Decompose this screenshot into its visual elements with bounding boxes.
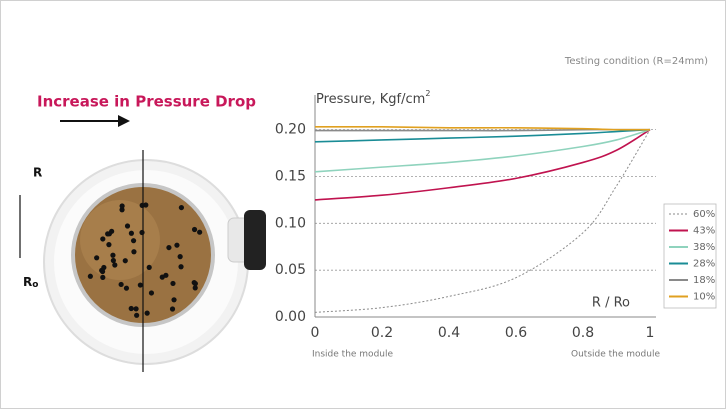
y-tick-label: 0.00 <box>275 309 306 325</box>
pore <box>131 249 137 255</box>
outer-radius-sub: o <box>32 280 38 290</box>
radius-label: R <box>33 166 42 180</box>
y-tick-label: 0.15 <box>275 168 306 184</box>
pore <box>105 231 111 237</box>
pore <box>123 285 130 291</box>
pore <box>148 290 155 296</box>
y-label-sup: 2 <box>425 89 430 98</box>
pore <box>100 274 106 280</box>
x-note-right: Outside the module <box>571 350 660 360</box>
series-line <box>314 128 651 143</box>
series-line <box>314 125 651 131</box>
x-tick-label: 0.4 <box>438 325 460 341</box>
pore <box>134 312 140 318</box>
pore <box>106 242 112 248</box>
pore <box>137 282 143 288</box>
arrow <box>60 115 130 127</box>
legend-label: 43% <box>693 226 715 237</box>
x-tick-label: 0.2 <box>371 325 393 341</box>
x-tick-label: 0.8 <box>572 325 594 341</box>
subtitle: Testing condition (R=24mm) <box>564 56 708 67</box>
pore <box>178 264 184 270</box>
pore <box>128 305 134 312</box>
pore <box>118 281 124 288</box>
pore <box>130 238 137 244</box>
x-note-left: Inside the module <box>312 350 393 360</box>
pore <box>133 306 139 312</box>
pore <box>139 202 145 208</box>
legend-label: 60% <box>693 209 715 220</box>
chart-title: Increase in Pressure Drop <box>37 93 256 111</box>
x-tick-label: 0 <box>311 325 320 341</box>
legend-label: 38% <box>693 242 715 253</box>
x-tick-label: 1 <box>646 325 655 341</box>
pore <box>174 242 180 248</box>
pore <box>124 223 131 229</box>
pore <box>191 226 198 233</box>
pore <box>197 229 203 235</box>
legend-box <box>663 203 717 309</box>
pore <box>100 236 106 242</box>
outer-radius-main: R <box>23 275 32 289</box>
pore <box>159 274 165 280</box>
pore <box>87 273 93 279</box>
pore <box>170 280 176 287</box>
pore <box>144 310 150 316</box>
y-tick-label: 0.20 <box>275 122 306 138</box>
series-line <box>314 128 651 201</box>
pore <box>112 262 118 268</box>
pore <box>139 229 145 236</box>
pore <box>101 264 107 271</box>
pore <box>146 264 152 271</box>
pore <box>192 281 198 287</box>
legend-label: 10% <box>693 292 715 303</box>
x-tick-label: 0.6 <box>505 325 527 341</box>
pore <box>119 203 125 209</box>
pore <box>171 297 177 303</box>
y-tick-label: 0.05 <box>275 262 306 278</box>
outer-radius-label: Ro <box>23 275 38 290</box>
pore <box>99 268 106 275</box>
legend-label: 28% <box>693 259 715 270</box>
series-line <box>314 128 651 173</box>
pore <box>119 207 125 213</box>
legend-label: 18% <box>693 275 715 286</box>
pore <box>166 244 172 251</box>
pore <box>169 306 176 312</box>
pore <box>192 285 198 291</box>
pore <box>177 254 183 260</box>
pore <box>178 204 185 211</box>
y-axis-label: Pressure, Kgf/cm2 <box>316 89 430 107</box>
pore <box>110 257 116 264</box>
y-label-main: Pressure, Kgf/cm <box>316 92 425 107</box>
y-tick-label: 0.10 <box>275 215 306 231</box>
pore <box>128 230 134 236</box>
pore <box>110 252 116 258</box>
series-line <box>314 129 651 313</box>
x-axis-label: R / Ro <box>592 296 630 311</box>
pore <box>122 258 128 264</box>
pore <box>94 255 100 261</box>
pore <box>109 228 115 234</box>
module-illustration <box>19 150 266 372</box>
